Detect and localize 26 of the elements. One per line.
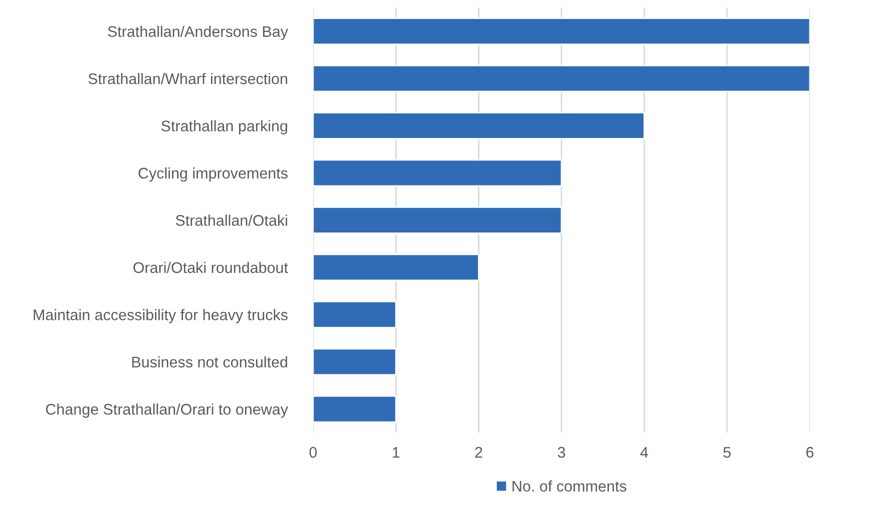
bar <box>313 64 810 92</box>
x-tick-label: 0 <box>309 446 317 458</box>
y-tick-label: Strathallan/Otaki <box>176 214 288 226</box>
bar <box>313 348 397 376</box>
y-tick-label: Strathallan/Wharf intersection <box>88 72 288 84</box>
legend-label: No. of comments <box>512 480 626 492</box>
bar <box>313 254 480 282</box>
x-tick-label: 1 <box>392 447 400 458</box>
bar <box>313 159 562 187</box>
bar <box>313 206 562 234</box>
bar <box>313 18 810 45</box>
bar <box>313 395 397 423</box>
bar <box>313 300 397 328</box>
y-tick-label: Cycling improvements <box>138 167 288 182</box>
y-tick-label: Change Strathallan/Orari to oneway <box>46 403 288 418</box>
y-tick-label: Business not consulted <box>132 356 288 368</box>
y-tick-label: Orari/Otaki roundabout <box>133 262 288 274</box>
x-tick-label: 2 <box>475 446 482 458</box>
y-tick-label: Strathallan/Andersons Bay <box>108 26 288 40</box>
y-tick-label: Strathallan parking <box>161 120 288 134</box>
y-tick-label: Maintain accessibility for heavy trucks <box>34 309 288 324</box>
bar <box>313 112 645 140</box>
x-tick-label: 4 <box>640 447 648 458</box>
x-tick-label: 6 <box>806 446 814 458</box>
x-tick-label: 3 <box>558 446 566 458</box>
x-tick-label: 5 <box>723 447 731 458</box>
